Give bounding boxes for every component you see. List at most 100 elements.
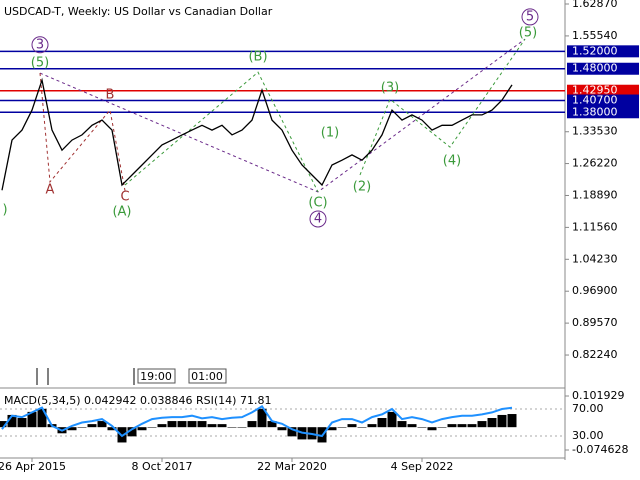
y-tick-label: 1.62870 [572, 0, 618, 10]
macd-bar [447, 424, 457, 428]
macd-bar [237, 427, 247, 428]
x-tick-label: 22 Mar 2020 [257, 460, 327, 473]
wave-line [124, 71, 319, 193]
wave-label: ) [2, 202, 7, 217]
macd-bar [217, 424, 227, 428]
macd-bar [187, 421, 197, 428]
macd-bar [397, 421, 407, 428]
rsi-line [1, 404, 513, 438]
wave-label: (B) [248, 49, 267, 64]
wave-label: B [106, 87, 115, 102]
y-tick-label: 0.89570 [572, 316, 618, 329]
macd-bar [177, 421, 187, 428]
wave-circle [309, 210, 327, 228]
x-tick-label: 8 Oct 2017 [131, 460, 192, 473]
wave-label: (C) [308, 195, 327, 210]
y-tick-label: 1.18890 [572, 188, 618, 201]
macd-bar [77, 427, 87, 428]
x-tick-label: 4 Sep 2022 [391, 460, 454, 473]
macd-tick-label: -0.074628 [572, 443, 628, 456]
level-label: 1.48000 [572, 62, 618, 75]
macd-bar [497, 414, 507, 428]
macd-bar [107, 427, 117, 431]
wave-line [359, 38, 526, 176]
price-line [1, 77, 513, 191]
macd-bar [387, 411, 397, 428]
chart-title: USDCAD-T, Weekly: US Dollar vs Canadian … [4, 5, 273, 18]
level-label: 1.42950 [572, 84, 618, 97]
level-label-box [567, 106, 639, 119]
macd-bar [277, 427, 287, 431]
macd-bar [417, 427, 427, 428]
macd-bar [127, 427, 137, 437]
macd-bar [337, 427, 347, 428]
macd-bar [437, 427, 447, 428]
x-tick-label: 26 Apr 2015 [0, 460, 66, 473]
macd-bar [287, 427, 297, 437]
macd-bar [147, 427, 157, 428]
macd-bar [227, 427, 237, 428]
macd-bar [507, 414, 517, 428]
macd-bar [137, 427, 147, 431]
macd-bar [367, 424, 377, 428]
macd-tick-label: 0.101929 [572, 389, 625, 402]
time-label-box [137, 368, 176, 384]
macd-bar [467, 424, 477, 428]
y-tick-label: 0.82240 [572, 348, 618, 361]
macd-bar [0, 421, 7, 428]
macd-bar [257, 408, 267, 428]
macd-bar [427, 427, 437, 431]
macd-bar [197, 421, 207, 428]
macd-bar [157, 424, 167, 428]
y-tick-label: 1.26220 [572, 157, 618, 170]
macd-bar [27, 411, 37, 428]
level-label-box [567, 62, 639, 75]
wave-label: (4) [443, 154, 461, 169]
macd-bar [357, 427, 367, 428]
macd-bar [17, 418, 27, 428]
wave-label: (1) [321, 126, 339, 141]
wave-label: (5) [519, 26, 537, 41]
indicator-header: MACD(5,34,5) 0.042942 0.038846 RSI(14) 7… [4, 394, 271, 407]
y-tick-label: 1.33530 [572, 125, 618, 138]
macd-bar [167, 421, 177, 428]
wave-label: C [120, 190, 129, 205]
time-label-box [188, 368, 227, 384]
wave-circle [31, 36, 49, 54]
wave-label: 5 [526, 9, 534, 24]
wave-label: (2) [353, 180, 371, 195]
macd-bar [347, 424, 357, 428]
macd-bar [67, 427, 77, 431]
rsi-tick-label: 70.00 [572, 402, 604, 415]
macd-bar [407, 424, 417, 428]
macd-bar [247, 421, 257, 428]
macd-bar [97, 421, 107, 428]
wave-line [39, 73, 126, 191]
level-label: 1.52000 [572, 44, 618, 57]
level-label-box [567, 94, 639, 107]
y-tick-label: 0.96900 [572, 284, 618, 297]
wave-label: (5) [31, 56, 49, 71]
time-label: 19:00 [140, 370, 172, 383]
macd-bar [207, 424, 217, 428]
macd-bar [377, 418, 387, 428]
level-label-box [567, 45, 639, 58]
macd-bar [327, 427, 337, 431]
macd-bar [37, 408, 47, 428]
wave-circle [521, 8, 539, 26]
level-label-box [567, 84, 639, 97]
wave-label: A [46, 183, 55, 198]
wave-label: (3) [381, 80, 399, 95]
macd-bar [457, 424, 467, 428]
y-tick-label: 1.04230 [572, 252, 618, 265]
rsi-tick-label: 30.00 [572, 429, 604, 442]
time-label: 01:00 [191, 370, 223, 383]
y-tick-label: 1.55540 [572, 29, 618, 42]
wave-label: 3 [36, 37, 44, 52]
macd-bar [87, 424, 97, 428]
macd-bar [487, 418, 497, 428]
level-label: 1.40700 [572, 94, 618, 107]
macd-bar [7, 414, 17, 428]
macd-bar [477, 421, 487, 428]
